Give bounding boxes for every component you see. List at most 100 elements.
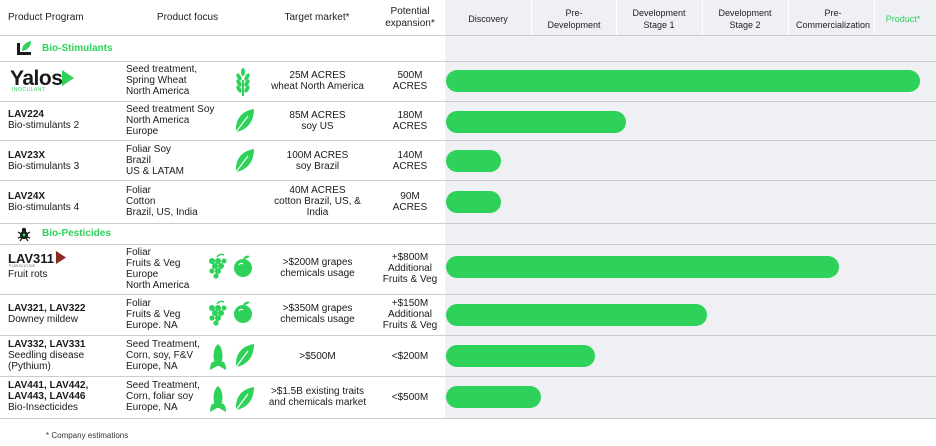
product-focus: Foliar Soy Brazil US & LATAM [126,144,184,177]
grapes-icon [209,253,227,279]
footnote: * Company estimations [46,431,129,440]
stage-pre-commercialization: Pre- Commercialization [788,7,878,31]
expansion-line: Additional [388,263,432,274]
target-line: wheat North America [271,81,364,92]
expansion-line: Additional [388,309,432,320]
row-divider [0,140,936,141]
potential-expansion: +$800M Additional Fruits & Veg [375,252,445,285]
row-divider [0,223,936,224]
program-cell: LAV224 Bio-stimulants 2 [8,109,79,131]
program-name: LAV441, LAV442, [8,380,89,391]
program-cell: LAV24X Bio-stimulants 4 [8,191,79,213]
stage-pre-development: Pre- Development [531,7,617,31]
yalos-logo-subtext: INOCULANT [12,87,46,93]
focus-line: Brazil, US, India [126,207,198,218]
progress-bar [446,345,595,367]
target-line: and chemicals market [268,397,367,408]
expansion-line: Fruits & Veg [382,274,438,285]
expansion-line: <$200M [391,351,429,362]
apple-icon [234,255,252,277]
program-cell: LAV441, LAV442, LAV443, LAV446 Bio-Insec… [8,380,88,413]
stage-discovery: Discovery [468,14,508,24]
focus-line: Brazil [126,155,152,166]
stage-separator [702,0,703,35]
focus-line: Cotton [126,196,156,207]
leaf-icon [235,149,254,173]
potential-expansion: <$200M [375,351,445,362]
product-focus: Foliar Cotton Brazil, US, India [126,185,198,218]
header-target: Target market* [284,12,350,23]
target-line: chemicals usage [280,314,355,325]
product-focus: Foliar Fruits & Veg Europe. NA [126,298,180,331]
progress-bar [446,150,501,172]
target-line: >$500M [299,351,336,362]
corn-icon [210,386,226,412]
program-name: LAV332, LAV331 [8,339,86,350]
yalos-arrow-icon [62,70,74,86]
target-line: India [306,207,329,218]
stage-development-2: Development Stage 2 [702,7,788,31]
progress-bar [446,70,920,92]
focus-line: North America [126,280,190,291]
focus-line: US & LATAM [126,166,184,177]
header-program: Product Program [8,12,84,23]
expansion-line: <$500M [391,392,429,403]
lav311-arrow-icon [56,251,66,264]
stage-line: Development [547,20,601,30]
target-market: 40M ACRES cotton Brazil, US, & India [255,185,380,218]
focus-line: Foliar [126,298,152,309]
stage-line: Stage 2 [729,20,761,30]
section-bio-stimulants: Bio-Stimulants [42,43,113,54]
program-cell: LAV321, LAV322 Downey mildew [8,303,85,325]
progress-bar [446,191,501,213]
row-divider [0,294,936,295]
progress-bar [446,304,707,326]
stage-line: Stage 1 [643,20,675,30]
expansion-line: +$150M [391,298,429,309]
row-divider [0,35,936,36]
target-line: cotton Brazil, US, & [274,196,361,207]
product-focus: Seed Treatment, Corn, soy, F&V Europe, N… [126,339,200,372]
stage-line: Pre- [565,8,583,18]
stage-separator [788,0,789,35]
program-subtitle: Fruit rots [8,269,48,280]
target-line: 100M ACRES [286,150,349,161]
wheat-icon [236,68,250,96]
lav311-logo: LAV311 FUNGICIDE [8,250,118,270]
stage-separator [531,0,532,35]
expansion-line: ACRES [392,81,428,92]
expansion-line: 180M [397,110,423,121]
potential-expansion: +$150M Additional Fruits & Veg [375,298,445,331]
target-market: >$200M grapes chemicals usage [255,257,380,279]
row-divider [0,335,936,336]
lav311-logo-subtext: FUNGICIDE [9,263,36,268]
expansion-line: ACRES [392,161,428,172]
program-name: LAV321, LAV322 [8,303,86,314]
target-line: >$1.5B existing traits [270,386,365,397]
leaf-icon [235,344,254,368]
target-line: >$350M grapes [282,303,353,314]
stage-development-1: Development Stage 1 [616,7,702,31]
bio-stimulants-icon [17,41,31,55]
row-divider [0,101,936,102]
progress-bar [446,256,839,278]
program-name: LAV443, LAV446 [8,391,86,402]
header-focus: Product focus [156,12,219,23]
row-divider [0,244,936,245]
stage-line: Pre- [824,8,842,18]
expansion-line: ACRES [392,202,428,213]
apple-icon [234,301,252,323]
program-name: LAV224 [8,109,44,120]
focus-line: Corn, foliar soy [126,391,194,402]
lav311-logo-text: LAV311 [8,251,55,266]
program-subtitle: Bio-stimulants 2 [8,120,80,131]
product-focus: Seed treatment, Spring Wheat North Ameri… [126,64,197,97]
section-bio-pesticides: Bio-Pesticides [42,228,111,239]
program-cell: LAV332, LAV331 Seedling disease (Pythium… [8,339,85,372]
expansion-line: ACRES [392,121,428,132]
target-line: 40M ACRES [289,185,346,196]
focus-line: Fruits & Veg [126,309,181,320]
header-expansion-line: Potential [390,6,430,17]
focus-line: Foliar Soy [126,144,172,155]
stage-line: Development [632,8,686,18]
